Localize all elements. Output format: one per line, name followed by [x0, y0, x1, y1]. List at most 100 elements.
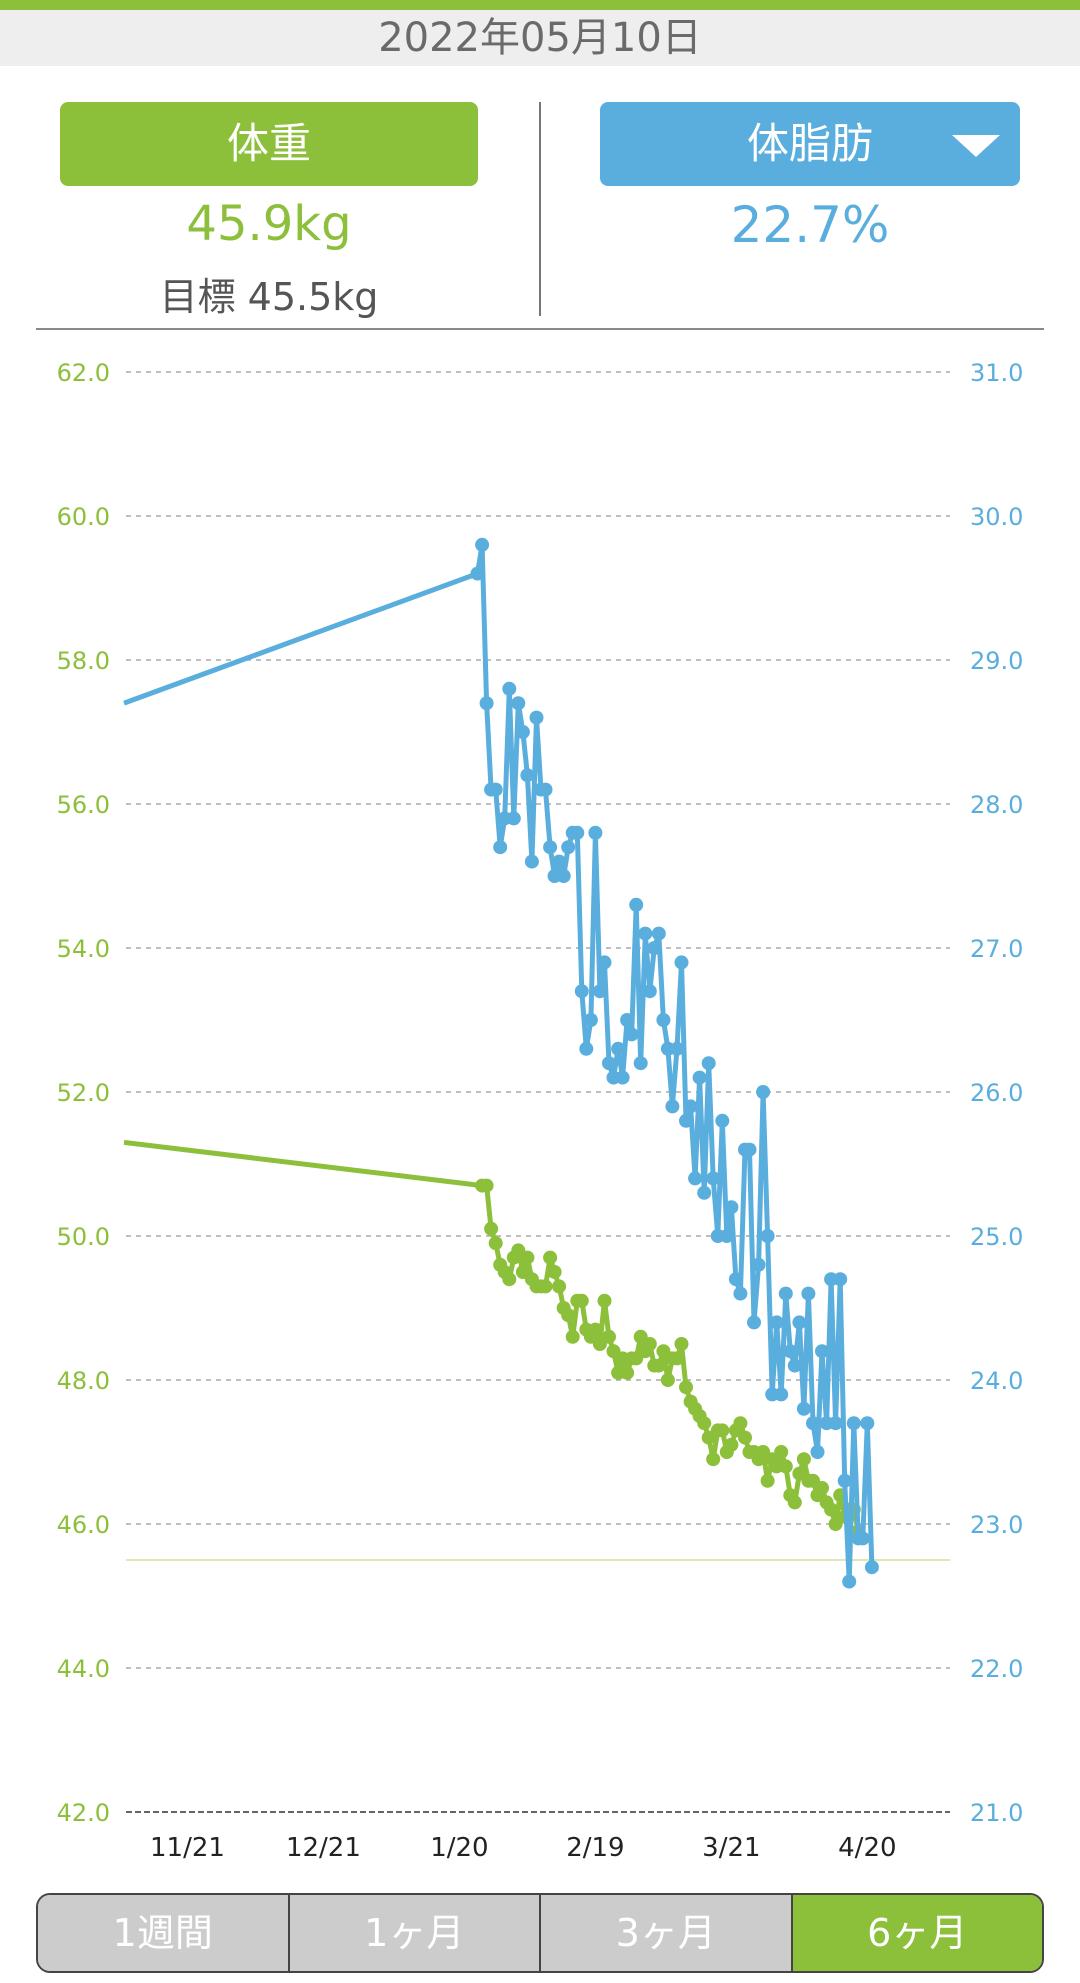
chart-series [123, 537, 879, 1589]
y-right-tick-label: 23.0 [970, 1511, 1023, 1539]
fat-point [855, 1531, 870, 1546]
fat-point [837, 1473, 852, 1488]
range-tab-3-months[interactable]: 3ヶ月 [541, 1895, 793, 1971]
fat-series-line [123, 542, 875, 1585]
weight-fat-chart[interactable]: 62.0 60.0 58.0 56.0 54.0 52.0 50.0 48.0 46.0 44.0… [0, 330, 1080, 1860]
fat-point [515, 725, 530, 739]
weight-point [824, 1502, 839, 1517]
x-tick-label: 3/21 [702, 1833, 760, 1860]
fat-point [570, 825, 585, 840]
body-fat-dropdown-button[interactable]: 体脂肪 [600, 102, 1020, 186]
range-tab-1-month[interactable]: 1ヶ月 [289, 1895, 541, 1971]
fat-point [597, 955, 612, 970]
fat-point [552, 854, 567, 869]
fat-point [529, 710, 544, 725]
weight-point [552, 1279, 567, 1294]
fat-point [810, 1445, 825, 1459]
fat-point [629, 897, 644, 912]
fat-point [556, 869, 571, 883]
y-left-tick-label: 62.0 [57, 359, 110, 387]
fat-point [543, 840, 558, 855]
fat-point [778, 1286, 793, 1301]
fat-point [760, 1229, 775, 1243]
fat-point [728, 1272, 743, 1287]
fat-point [602, 1056, 616, 1071]
chart-axes: 62.0 60.0 58.0 56.0 54.0 52.0 50.0 48.0 46.0 44.0… [57, 359, 1024, 1860]
y-right-tick-label: 31.0 [970, 359, 1023, 387]
weight-point [538, 1279, 553, 1294]
fat-point [493, 840, 508, 855]
goal-value: 45.5kg [247, 275, 379, 319]
weight-point [774, 1445, 789, 1459]
fat-point [615, 1070, 630, 1085]
weight-button[interactable]: 体重 [60, 102, 478, 186]
weight-point [815, 1481, 829, 1495]
body-fat-button-label: 体脂肪 [746, 119, 873, 168]
weight-point [520, 1250, 535, 1265]
fat-point [833, 1272, 848, 1287]
y-right-tick-label: 29.0 [970, 647, 1023, 675]
weight-point [479, 1178, 494, 1193]
fat-point [783, 1344, 798, 1359]
fat-point [574, 984, 589, 999]
y-right-tick-label: 26.0 [970, 1079, 1023, 1107]
fat-point [624, 1027, 639, 1042]
weight-point [660, 1373, 675, 1387]
fat-point [520, 768, 535, 783]
fat-point [588, 825, 603, 840]
fat-point [769, 1315, 784, 1330]
weight-point [670, 1351, 684, 1366]
fat-point [683, 1099, 698, 1114]
y-right-tick-label: 22.0 [970, 1655, 1023, 1683]
fat-point [583, 1013, 598, 1027]
weight-point [565, 1329, 580, 1344]
fat-point [475, 537, 490, 552]
fat-point [479, 696, 494, 711]
fat-point [706, 1171, 721, 1186]
fat-point [633, 1056, 648, 1071]
y-left-tick-label: 42.0 [57, 1799, 110, 1827]
weight-point [724, 1437, 739, 1452]
fat-point [792, 1315, 807, 1330]
weight-point [760, 1473, 775, 1488]
fat-point [651, 926, 666, 941]
fat-point [688, 1171, 703, 1186]
fat-point [806, 1416, 820, 1431]
fat-point [524, 854, 539, 869]
weight-point [561, 1308, 576, 1323]
range-tab-1-week[interactable]: 1週間 [38, 1895, 290, 1971]
y-left-tick-label: 60.0 [57, 503, 110, 531]
fat-point [801, 1286, 816, 1301]
fat-point [846, 1416, 861, 1431]
fat-point [665, 1099, 680, 1114]
weight-point [502, 1272, 517, 1287]
weight-point [620, 1365, 635, 1380]
fat-point [506, 811, 521, 826]
weight-point [488, 1236, 503, 1251]
fat-point [656, 1013, 671, 1027]
goal-label: 目標 [159, 275, 236, 319]
fat-point [674, 955, 689, 970]
y-left-tick-label: 46.0 [57, 1511, 110, 1539]
y-right-tick-label: 24.0 [970, 1367, 1023, 1395]
y-left-tick-label: 44.0 [57, 1655, 110, 1683]
weight-value: 45.9kg [186, 196, 352, 252]
y-left-tick-label: 52.0 [57, 1079, 110, 1107]
range-tab-6-months[interactable]: 6ヶ月 [792, 1895, 1042, 1971]
weight-point [651, 1358, 666, 1373]
weight-point [679, 1380, 693, 1395]
weight-point [543, 1250, 558, 1265]
fat-point [756, 1085, 771, 1099]
weight-point [642, 1337, 657, 1351]
fat-point [860, 1416, 875, 1431]
weight-button-label: 体重 [226, 119, 311, 168]
weight-point [697, 1416, 712, 1431]
weight-point [796, 1452, 811, 1467]
weight-point [778, 1459, 793, 1474]
fat-point [538, 782, 553, 797]
y-right-tick-label: 21.0 [970, 1799, 1023, 1827]
fat-point [611, 1041, 626, 1056]
y-right-tick-label: 27.0 [970, 935, 1023, 963]
fat-point [742, 1142, 757, 1157]
fat-point [751, 1257, 766, 1272]
